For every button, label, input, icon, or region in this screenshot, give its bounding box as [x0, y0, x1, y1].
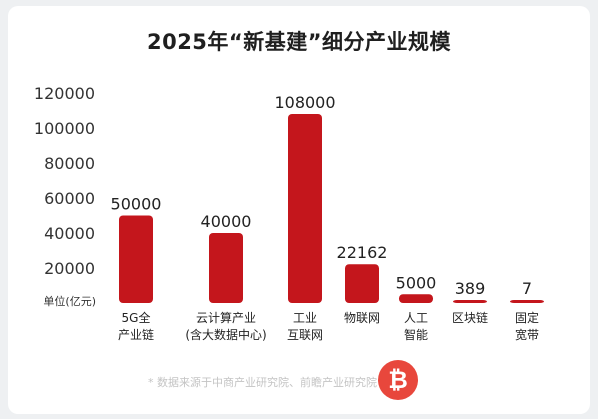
bar [119, 215, 153, 303]
bar [288, 114, 322, 303]
data-label: 389 [455, 279, 486, 298]
x-tick-label: 云计算产业 [196, 310, 256, 325]
x-tick-label: 区块链 [452, 310, 488, 325]
unit-label: 单位(亿元) [43, 294, 96, 308]
data-label: 7 [522, 279, 532, 298]
x-tick-label: 宽带 [515, 327, 539, 342]
x-tick-label: 5G全 [122, 310, 151, 325]
x-tick-label: 工业 [293, 311, 317, 325]
data-label: 5000 [396, 273, 437, 292]
bar [510, 300, 544, 303]
y-tick-label: 80000 [44, 154, 95, 173]
bars [119, 114, 544, 303]
x-tick-label: 互联网 [287, 328, 323, 342]
data-label: 108000 [274, 93, 335, 112]
data-label: 50000 [111, 195, 162, 214]
x-tick-label: 人工 [404, 311, 428, 325]
data-label: 40000 [201, 212, 252, 231]
x-tick-label: 固定 [515, 310, 539, 325]
bar [453, 300, 487, 303]
bar [209, 233, 243, 303]
x-tick-label: (含大数据中心) [185, 327, 266, 342]
y-tick-label: 20000 [44, 259, 95, 278]
x-tick-label: 物联网 [344, 311, 380, 325]
bar [345, 264, 379, 303]
y-tick-label: 120000 [34, 84, 95, 103]
y-tick-label: 40000 [44, 224, 95, 243]
y-axis: 120000 100000 80000 60000 40000 20000 单位(亿元) [34, 84, 96, 308]
chart-title: 2025年“新基建”细分产业规模 [146, 30, 452, 54]
data-label: 22162 [337, 243, 388, 262]
x-tick-label: 智能 [404, 327, 428, 342]
value-labels: 50000 40000 108000 22162 5000 389 7 [111, 93, 533, 298]
source-note: * 数据来源于中商产业研究院、前瞻产业研究院 [148, 376, 377, 389]
y-tick-label: 60000 [44, 189, 95, 208]
bar [399, 294, 433, 303]
y-tick-label: 100000 [34, 119, 95, 138]
x-tick-label: 产业链 [118, 327, 154, 342]
bitcoin-watermark-icon: ₿ [378, 360, 418, 400]
